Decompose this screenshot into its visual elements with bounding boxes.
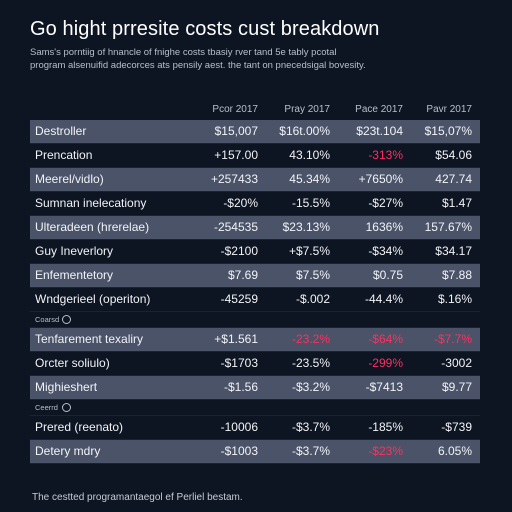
table-cell: $15,07% <box>424 124 472 138</box>
table-cell: 1636% <box>365 220 403 234</box>
table-cell: -$3.2% <box>291 380 330 394</box>
row-label: Sumnan inelecationy <box>35 196 147 210</box>
row-label: Orcter soliulo) <box>35 356 110 370</box>
row-label: Mighieshert <box>35 380 98 394</box>
table-cell: -313% <box>368 148 403 162</box>
table-cell: 43.10% <box>289 148 330 162</box>
table-cell: -$64% <box>368 332 403 346</box>
table-row: Meerel/vidlo) +257433 45.34% +7650% 427.74 <box>30 168 480 192</box>
table-cell: -185% <box>368 420 403 434</box>
table-row: Prencation +157.00 43.10% -313% $54.06 <box>30 144 480 168</box>
table-cell: -44.4% <box>364 292 403 306</box>
table-cell: -15.5% <box>291 196 330 210</box>
column-header-4: Pavr 2017 <box>426 104 472 115</box>
row-label: Meerel/vidlo) <box>35 172 104 186</box>
table-row: Ulteradeen (hrerelae) -254535 $23.13% 1636%… <box>30 216 480 240</box>
row-label: Wndgerieel (operiton) <box>35 292 151 306</box>
table-cell: +157.00 <box>214 148 258 162</box>
table-cell: $7.88 <box>441 268 472 282</box>
table-cell: 6.05% <box>437 444 472 458</box>
table-cell: -$7413 <box>365 380 403 394</box>
table-cell: 427.74 <box>435 172 472 186</box>
table-cell: $9.77 <box>441 380 472 394</box>
section-label: Coarsd <box>35 315 60 324</box>
table-cell: -$20% <box>223 196 258 210</box>
table-section-row: Coarsd <box>30 312 480 328</box>
table-cell: -$34% <box>368 244 403 258</box>
table-section-row: Ceerrd <box>30 400 480 416</box>
table-cell: -3002 <box>441 356 472 370</box>
cost-table: Destroller $15,007 $16t.00% $23t.104 $15,07%… <box>30 120 480 464</box>
table-cell: -$3.7% <box>291 420 330 434</box>
table-cell: -23.5% <box>291 356 330 370</box>
table-cell: -254535 <box>213 220 258 234</box>
row-label: Enfementetory <box>35 268 114 282</box>
row-label: Prencation <box>35 148 93 162</box>
table-row: Tenfarement texaliry +$1.561 -23.2% -$64% -$… <box>30 328 480 352</box>
row-label: Ulteradeen (hrerelae) <box>35 220 150 234</box>
row-label: Tenfarement texaliry <box>35 332 144 346</box>
row-label: Guy Ineverlory <box>35 244 114 258</box>
column-headers: Pcor 2017 Pray 2017 Pace 2017 Pavr 2017 <box>30 104 480 120</box>
page-subtitle: Sams's porntiig of hnancle of fnighe cos… <box>30 46 470 72</box>
table-cell: +257433 <box>210 172 258 186</box>
row-label: Destroller <box>35 124 87 138</box>
table-row: Guy Ineverlory -$2100 +$7.5% -$34% $34.17 <box>30 240 480 264</box>
column-header-1: Pcor 2017 <box>212 104 258 115</box>
circle-icon <box>62 315 71 324</box>
table-cell: +7650% <box>358 172 403 186</box>
table-cell: +$1.561 <box>214 332 258 346</box>
table-cell: $16t.00% <box>279 124 330 138</box>
table-cell: -$3.7% <box>291 444 330 458</box>
table-cell: $7.5% <box>295 268 330 282</box>
subtitle-line-2: program alsenuifid adecorces ats pensily… <box>30 60 366 71</box>
table-cell: -$23% <box>368 444 403 458</box>
table-row: Wndgerieel (operiton) -45259 -$.002 -44.4% $… <box>30 288 480 312</box>
table-row: Detery mdry -$1003 -$3.7% -$23% 6.05% <box>30 440 480 464</box>
table-cell: $7.69 <box>227 268 258 282</box>
table-cell: -23.2% <box>291 332 330 346</box>
table-cell: +$7.5% <box>288 244 330 258</box>
table-cell: -45259 <box>220 292 258 306</box>
table-cell: 157.67% <box>424 220 472 234</box>
table-cell: -10006 <box>220 420 258 434</box>
table-cell: $34.17 <box>435 244 472 258</box>
table-cell: $54.06 <box>435 148 472 162</box>
row-label: Detery mdry <box>35 444 101 458</box>
table-cell: $23.13% <box>282 220 330 234</box>
table-cell: -$1.56 <box>223 380 258 394</box>
footer-note: The cestted programantaegol ef Perliel b… <box>32 492 243 503</box>
table-cell: $15,007 <box>214 124 258 138</box>
table-cell: -$7.7% <box>433 332 472 346</box>
table-cell: -$1703 <box>220 356 258 370</box>
table-row: Prered (reenato) -10006 -$3.7% -185% -$739 <box>30 416 480 440</box>
row-label: Prered (reenato) <box>35 420 124 434</box>
table-cell: $1.47 <box>441 196 472 210</box>
table-cell: -$739 <box>441 420 472 434</box>
page-title: Go hight prresite costs cust breakdown <box>30 18 380 40</box>
table-row: Mighieshert -$1.56 -$3.2% -$7413 $9.77 <box>30 376 480 400</box>
table-cell: $23t.104 <box>356 124 403 138</box>
table-cell: $.16% <box>437 292 472 306</box>
table-cell: -$2100 <box>220 244 258 258</box>
table-row: Sumnan inelecationy -$20% -15.5% -$27% $1.47 <box>30 192 480 216</box>
table-cell: -$1003 <box>220 444 258 458</box>
table-row: Destroller $15,007 $16t.00% $23t.104 $15,07% <box>30 120 480 144</box>
table-cell: 45.34% <box>289 172 330 186</box>
column-header-2: Pray 2017 <box>284 104 330 115</box>
column-header-3: Pace 2017 <box>355 104 403 115</box>
table-cell: $0.75 <box>372 268 403 282</box>
table-cell: -299% <box>368 356 403 370</box>
table-cell: -$.002 <box>295 292 330 306</box>
subtitle-line-1: Sams's porntiig of hnancle of fnighe cos… <box>30 47 337 58</box>
section-label: Ceerrd <box>35 403 58 412</box>
table-row: Orcter soliulo) -$1703 -23.5% -299% -3002 <box>30 352 480 376</box>
table-row: Enfementetory $7.69 $7.5% $0.75 $7.88 <box>30 264 480 288</box>
circle-icon <box>62 403 71 412</box>
table-cell: -$27% <box>368 196 403 210</box>
